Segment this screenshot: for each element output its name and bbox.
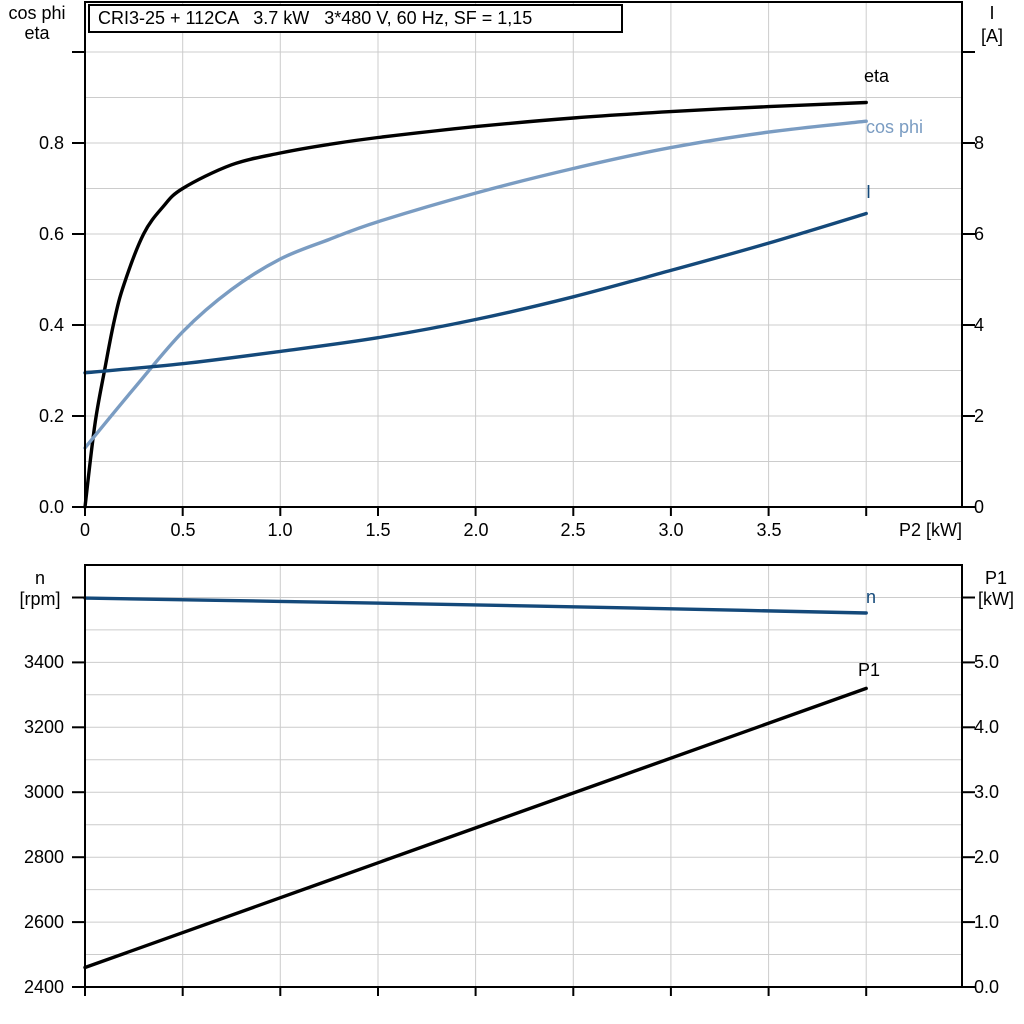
bottom-right-axis-title-line1: P1	[984, 568, 1008, 588]
y-left-tick-label: 3000	[23, 782, 64, 802]
y-right-tick-label: 8	[974, 133, 985, 153]
y-left-tick-label: 0.2	[38, 406, 64, 426]
y-left-tick-label: 0.6	[38, 224, 64, 244]
curve-label-p1: P1	[858, 660, 881, 680]
y-right-tick-label: 4.0	[974, 717, 1000, 737]
chart-title: CRI3-25 + 112CA 3.7 kW 3*480 V, 60 Hz, S…	[98, 8, 533, 28]
x-tick-label: 1.5	[365, 520, 391, 540]
plot-border	[84, 1, 963, 508]
y-right-tick-label: 3.0	[974, 782, 1000, 802]
i-curve	[83, 211, 868, 375]
x-tick-label: 0	[79, 520, 90, 540]
chart-title-box: CRI3-25 + 112CA 3.7 kW 3*480 V, 60 Hz, S…	[88, 4, 623, 33]
bottom-right-axis-title-line2: [kW]	[978, 589, 1014, 609]
x-tick-label: 3.5	[756, 520, 782, 540]
curve-label-cos-phi: cos phi	[866, 117, 924, 137]
x-tick-label: 3.0	[658, 520, 684, 540]
top-left-axis-title-line1: cos phi	[8, 3, 66, 23]
plot-border	[84, 564, 963, 988]
top-left-axis-title-line2: eta	[24, 23, 50, 43]
y-right-tick-label: 0	[974, 497, 985, 517]
y-left-tick-label: 3200	[23, 717, 64, 737]
y-left-tick-label: 0.4	[38, 315, 64, 335]
eta-curve	[83, 100, 868, 509]
y-left-tick-label: 2800	[23, 847, 64, 867]
y-right-tick-label: 4	[974, 315, 985, 335]
x-tick-label: 2.5	[560, 520, 586, 540]
y-right-tick-label: 2	[974, 406, 985, 426]
top-right-axis-title-line1: I	[989, 3, 995, 23]
y-left-tick-label: 2600	[23, 912, 64, 932]
curve-label-current: I	[866, 182, 872, 202]
bottom-left-axis-title-line2: [rpm]	[19, 589, 61, 609]
curve-label-speed: n	[866, 587, 877, 607]
curve-label-eta: eta	[864, 66, 890, 86]
y-right-tick-label: 0.0	[974, 977, 1000, 997]
x-tick-label: 1.0	[267, 520, 293, 540]
x-axis-title: P2 [kW]	[898, 520, 962, 540]
n-curve	[83, 596, 868, 615]
bottom-left-axis-title-line1: n	[34, 568, 45, 588]
x-tick-label: 0.5	[170, 520, 196, 540]
y-right-tick-label: 2.0	[974, 847, 1000, 867]
y-left-tick-label: 2400	[23, 977, 64, 997]
top-right-axis-title-line2: [A]	[980, 26, 1003, 46]
y-right-tick-label: 1.0	[974, 912, 1000, 932]
p1-curve	[83, 686, 868, 970]
x-tick-label: 2.0	[463, 520, 489, 540]
cos-phi-curve	[83, 119, 868, 450]
y-right-tick-label: 6	[974, 224, 985, 244]
y-left-tick-label: 0.0	[38, 497, 64, 517]
y-right-tick-label: 5.0	[974, 652, 1000, 672]
y-left-tick-label: 0.8	[38, 133, 64, 153]
y-left-tick-label: 3400	[23, 652, 64, 672]
